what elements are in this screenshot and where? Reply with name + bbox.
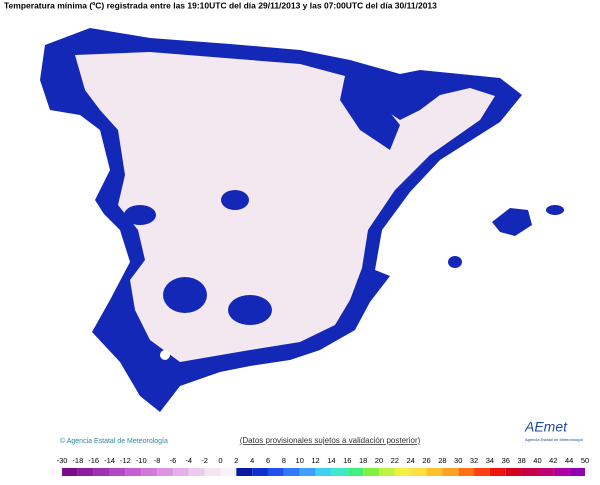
scale-cell xyxy=(283,468,300,476)
scale-label: -16 xyxy=(88,456,99,465)
scale-cell xyxy=(109,468,126,476)
scale-label: 30 xyxy=(454,456,462,465)
scale-cell xyxy=(315,468,332,476)
scale-label: -12 xyxy=(120,456,131,465)
scale-cell xyxy=(62,468,78,476)
scale-label: 8 xyxy=(282,456,286,465)
blue-blob xyxy=(228,295,272,325)
scale-label: -2 xyxy=(201,456,208,465)
scale-cell xyxy=(93,468,110,476)
scale-cell xyxy=(220,468,237,476)
blue-blob xyxy=(163,277,207,313)
scale-cell xyxy=(331,468,348,476)
scale-cell xyxy=(77,468,94,476)
white-spot xyxy=(160,350,170,360)
blue-blob xyxy=(221,190,249,210)
scale-cell xyxy=(474,468,490,476)
scale-cell xyxy=(204,468,221,476)
scale-label: -6 xyxy=(170,456,177,465)
scale-label: 50 xyxy=(581,456,589,465)
scale-cell xyxy=(442,468,459,476)
scale-label: 18 xyxy=(359,456,367,465)
scale-cell xyxy=(363,468,379,476)
scale-cell xyxy=(141,468,158,476)
scale-cell xyxy=(347,468,364,476)
scale-cell xyxy=(426,468,443,476)
blue-blob xyxy=(124,205,156,225)
scale-label: 22 xyxy=(391,456,399,465)
scale-label: 34 xyxy=(486,456,494,465)
scale-cell xyxy=(489,468,506,476)
scale-cell xyxy=(125,468,142,476)
scale-label: 2 xyxy=(234,456,238,465)
scale-label: 16 xyxy=(343,456,351,465)
logo: AEmet xyxy=(524,419,568,435)
scale-label: 4 xyxy=(250,456,254,465)
scale-cell xyxy=(378,468,395,476)
scale-label: 38 xyxy=(517,456,525,465)
scale-label: -18 xyxy=(72,456,83,465)
title: Temperatura mínima (ºC) registrada entre… xyxy=(4,0,437,10)
credit: © Agencia Estatal de Meteorología xyxy=(60,437,168,445)
scale-label: 0 xyxy=(218,456,222,465)
scale-cell xyxy=(553,468,570,476)
scale-label: 42 xyxy=(549,456,557,465)
scale-label: 26 xyxy=(422,456,430,465)
mallorca xyxy=(492,208,532,236)
scale-cell xyxy=(505,468,522,476)
notice: (Datos provisionales sujetos a validació… xyxy=(240,436,421,445)
scale-cell xyxy=(299,468,316,476)
scale-cell xyxy=(236,468,253,476)
scale-cell xyxy=(268,468,284,476)
scale-cell xyxy=(521,468,538,476)
scale-label: 32 xyxy=(470,456,478,465)
scale-label: -10 xyxy=(136,456,147,465)
scale-cell xyxy=(458,468,475,476)
color-scale: -30 -18 -16 -14 -12 -10 -8 -6 -4 -2 0 2 4 6 8 10 12 14 16 1… xyxy=(57,456,589,476)
map xyxy=(40,28,564,412)
scale-label: 44 xyxy=(565,456,573,465)
scale-label: -14 xyxy=(104,456,115,465)
scale-cell xyxy=(188,468,205,476)
scale-cell xyxy=(252,468,269,476)
scale-cell xyxy=(172,468,189,476)
scale-label: 24 xyxy=(406,456,414,465)
scale-label: -8 xyxy=(154,456,161,465)
scale-label: 28 xyxy=(438,456,446,465)
scale-label: 20 xyxy=(375,456,383,465)
pyrenees-band xyxy=(340,76,400,150)
scale-label: 40 xyxy=(533,456,541,465)
scale-cell xyxy=(394,468,411,476)
scale-cell xyxy=(157,468,173,476)
ibiza xyxy=(448,256,462,268)
scale-label: 14 xyxy=(327,456,335,465)
logo-caption: Agencia Estatal de Meteorología xyxy=(525,437,584,442)
menorca xyxy=(546,205,564,215)
scale-cell xyxy=(569,468,585,476)
scale-cell xyxy=(537,468,554,476)
scale-label: -4 xyxy=(185,456,192,465)
scale-cell xyxy=(410,468,427,476)
scale-label: -30 xyxy=(57,456,68,465)
scale-label: 36 xyxy=(502,456,510,465)
scale-label: 6 xyxy=(266,456,270,465)
scale-label: 12 xyxy=(311,456,319,465)
scale-label: 10 xyxy=(296,456,304,465)
